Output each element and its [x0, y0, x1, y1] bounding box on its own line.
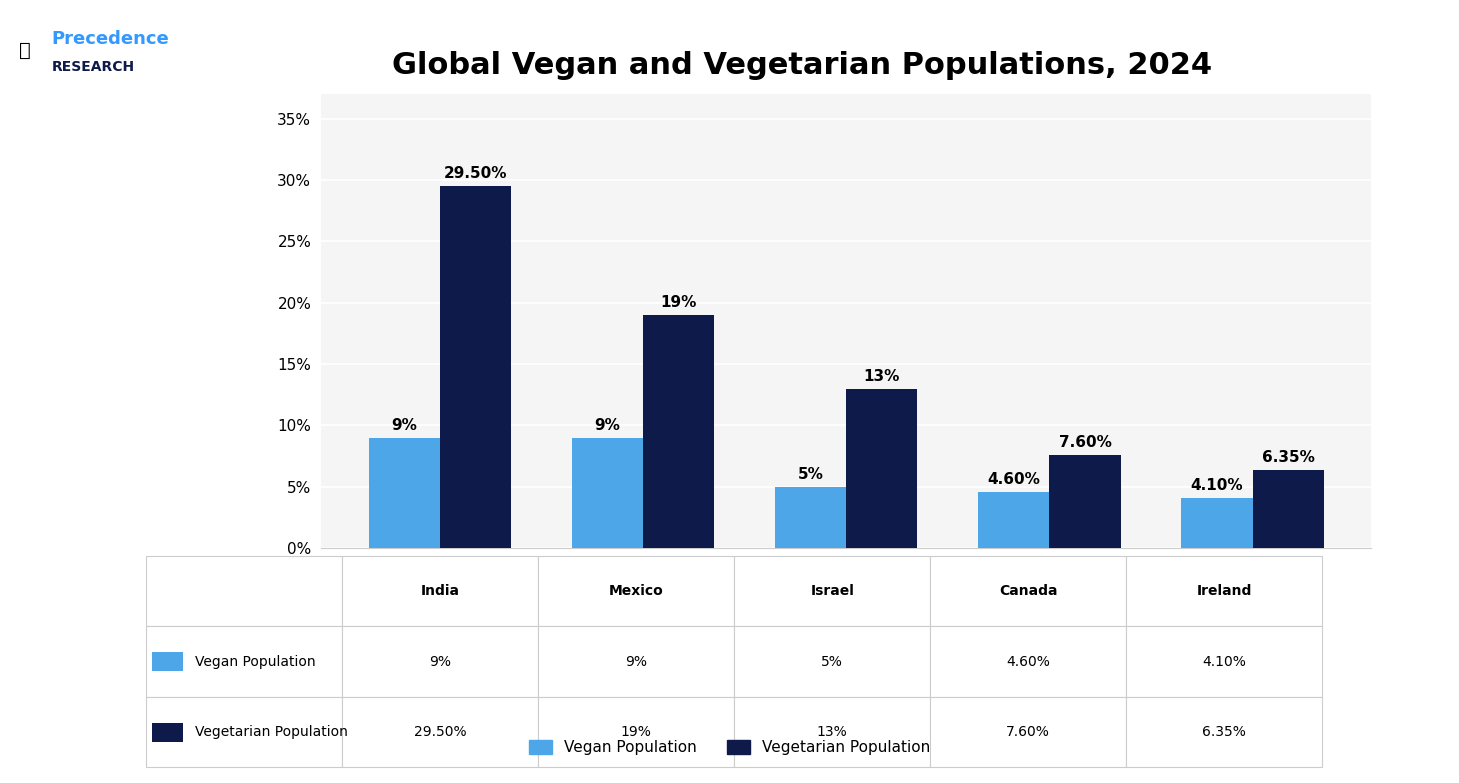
Bar	[1253, 470, 1323, 548]
FancyBboxPatch shape	[538, 556, 734, 626]
Text: Global Vegan and Vegetarian Populations, 2024: Global Vegan and Vegetarian Populations,…	[392, 51, 1212, 80]
FancyBboxPatch shape	[1126, 556, 1322, 626]
Text: 4.10%: 4.10%	[1202, 655, 1246, 669]
Text: 13%: 13%	[864, 369, 900, 384]
Text: RESEARCH: RESEARCH	[51, 60, 134, 74]
Text: 🔷: 🔷	[19, 41, 31, 60]
Text: India: India	[420, 584, 460, 598]
FancyBboxPatch shape	[341, 556, 538, 626]
Bar	[1182, 498, 1253, 548]
FancyBboxPatch shape	[1126, 626, 1322, 697]
FancyBboxPatch shape	[931, 697, 1126, 767]
Text: 6.35%: 6.35%	[1202, 725, 1246, 739]
Legend: Vegan Population, Vegetarian Population: Vegan Population, Vegetarian Population	[522, 734, 937, 761]
FancyBboxPatch shape	[146, 697, 341, 767]
FancyBboxPatch shape	[734, 626, 931, 697]
Text: Canada: Canada	[999, 584, 1058, 598]
Bar	[643, 315, 713, 548]
Bar	[572, 438, 643, 548]
FancyBboxPatch shape	[538, 697, 734, 767]
Text: Precedence: Precedence	[51, 31, 169, 48]
Bar	[152, 652, 182, 671]
Text: 4.10%: 4.10%	[1191, 478, 1243, 493]
Bar	[1049, 455, 1121, 548]
Text: 19%: 19%	[661, 295, 697, 310]
Text: 9%: 9%	[624, 655, 648, 669]
Bar	[369, 438, 439, 548]
Text: Vegan Population: Vegan Population	[196, 655, 315, 669]
Text: 4.60%: 4.60%	[1007, 655, 1050, 669]
Text: Israel: Israel	[810, 584, 854, 598]
Text: 29.50%: 29.50%	[414, 725, 467, 739]
FancyBboxPatch shape	[146, 556, 341, 626]
Bar	[439, 186, 511, 548]
FancyBboxPatch shape	[1126, 697, 1322, 767]
Text: 13%: 13%	[817, 725, 848, 739]
Text: 9%: 9%	[429, 655, 451, 669]
Text: 9%: 9%	[391, 417, 417, 433]
Text: 7.60%: 7.60%	[1059, 435, 1112, 450]
Text: 6.35%: 6.35%	[1262, 450, 1315, 465]
Text: 7.60%: 7.60%	[1007, 725, 1050, 739]
Text: 19%: 19%	[620, 725, 652, 739]
Bar	[775, 487, 846, 548]
FancyBboxPatch shape	[341, 697, 538, 767]
FancyBboxPatch shape	[146, 626, 341, 697]
Text: 9%: 9%	[594, 417, 620, 433]
FancyBboxPatch shape	[931, 626, 1126, 697]
FancyBboxPatch shape	[931, 556, 1126, 626]
Bar	[979, 492, 1049, 548]
Bar	[152, 723, 182, 742]
Text: Mexico: Mexico	[608, 584, 664, 598]
Bar	[846, 388, 918, 548]
Text: 5%: 5%	[798, 467, 823, 482]
Text: Vegetarian Population: Vegetarian Population	[196, 725, 347, 739]
FancyBboxPatch shape	[734, 697, 931, 767]
Text: 4.60%: 4.60%	[988, 471, 1040, 487]
FancyBboxPatch shape	[538, 626, 734, 697]
Text: 29.50%: 29.50%	[444, 166, 508, 181]
FancyBboxPatch shape	[734, 556, 931, 626]
FancyBboxPatch shape	[341, 626, 538, 697]
Text: Ireland: Ireland	[1196, 584, 1252, 598]
Text: 5%: 5%	[821, 655, 843, 669]
